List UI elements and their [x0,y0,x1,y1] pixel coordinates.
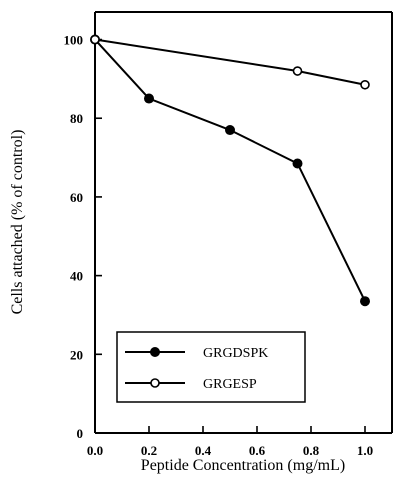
data-point-GRGDSPK [225,125,236,136]
legend-label: GRGDSPK [203,346,268,361]
data-point-GRGESP [360,79,370,90]
data-point-GRGDSPK [359,296,370,307]
y-tick-label: 80 [70,111,83,126]
y-tick-label: 100 [64,33,84,48]
data-point-GRGDSPK [144,93,155,104]
y-tick-label: 20 [70,347,83,362]
x-tick-label: 0.4 [195,443,212,458]
x-tick-label: 1.0 [357,443,373,458]
legend-marker-GRGDSPK [150,346,161,357]
series-line-GRGESP [94,38,366,86]
legend-box [116,331,306,403]
x-tick-label: 0.8 [303,443,320,458]
legend: GRGDSPK GRGESP [116,331,306,403]
y-axis-title: Cells attached (% of control) [9,130,26,315]
y-tick-label: 60 [70,190,83,205]
series-line-GRGDSPK [94,38,366,302]
x-tick-label: 0.6 [249,443,266,458]
x-ticks: 0.0 0.2 0.4 0.6 0.8 1.0 [87,426,373,458]
legend-label: GRGESP [203,377,257,392]
data-point-GRGDSPK [292,158,303,169]
y-tick-label: 40 [70,269,83,284]
y-ticks: 0 20 40 60 80 100 [64,33,102,441]
data-point-GRGESP [90,34,100,45]
axes [94,11,393,434]
y-tick-label: 0 [77,426,84,441]
x-tick-label: 0.0 [87,443,103,458]
legend-marker-GRGESP [150,378,160,388]
data-point-GRGESP [292,66,303,76]
x-axis-title: Peptide Concentration (mg/mL) [141,457,345,474]
series-layer [90,34,370,307]
x-tick-label: 0.2 [141,443,157,458]
